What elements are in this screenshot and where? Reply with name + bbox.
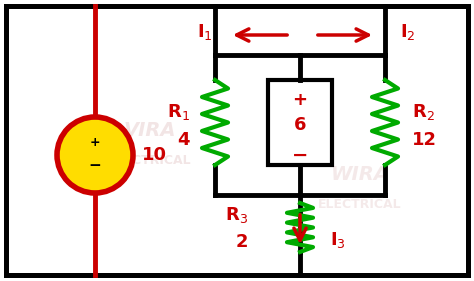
Text: −: − [292, 146, 308, 164]
Text: 12: 12 [412, 131, 437, 149]
Text: −: − [89, 157, 101, 173]
Text: R$_2$: R$_2$ [412, 102, 435, 122]
Bar [268, 80, 332, 165]
Text: R$_1$: R$_1$ [167, 102, 190, 122]
Text: I$_1$: I$_1$ [197, 22, 213, 42]
Text: 4: 4 [177, 131, 190, 149]
Text: R$_3$: R$_3$ [225, 205, 248, 225]
Text: 2: 2 [236, 233, 248, 251]
Text: VIRA: VIRA [124, 121, 176, 139]
Text: ELECTRICAL: ELECTRICAL [108, 153, 192, 167]
Circle shape [57, 117, 133, 193]
Text: +: + [90, 137, 100, 149]
Text: 10: 10 [142, 146, 167, 164]
Text: WIRA: WIRA [330, 166, 390, 185]
Text: I$_2$: I$_2$ [400, 22, 416, 42]
Text: 6: 6 [294, 116, 306, 134]
Text: ELECTRICAL: ELECTRICAL [318, 198, 402, 212]
Text: I$_3$: I$_3$ [330, 230, 346, 250]
Text: +: + [292, 91, 308, 109]
